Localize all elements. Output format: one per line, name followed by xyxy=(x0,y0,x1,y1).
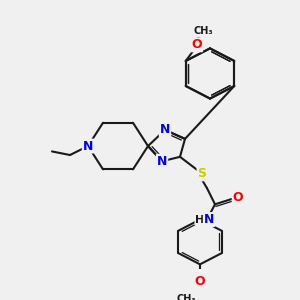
Text: N: N xyxy=(204,213,214,226)
Text: O: O xyxy=(233,190,243,204)
Text: O: O xyxy=(195,275,205,288)
Text: CH₃: CH₃ xyxy=(176,294,196,300)
Text: N: N xyxy=(160,123,170,136)
Text: O: O xyxy=(191,38,202,51)
Text: CH₃: CH₃ xyxy=(194,26,214,36)
Text: H: H xyxy=(195,214,205,224)
Text: N: N xyxy=(157,155,167,168)
Text: S: S xyxy=(197,167,206,180)
Text: N: N xyxy=(83,140,93,153)
